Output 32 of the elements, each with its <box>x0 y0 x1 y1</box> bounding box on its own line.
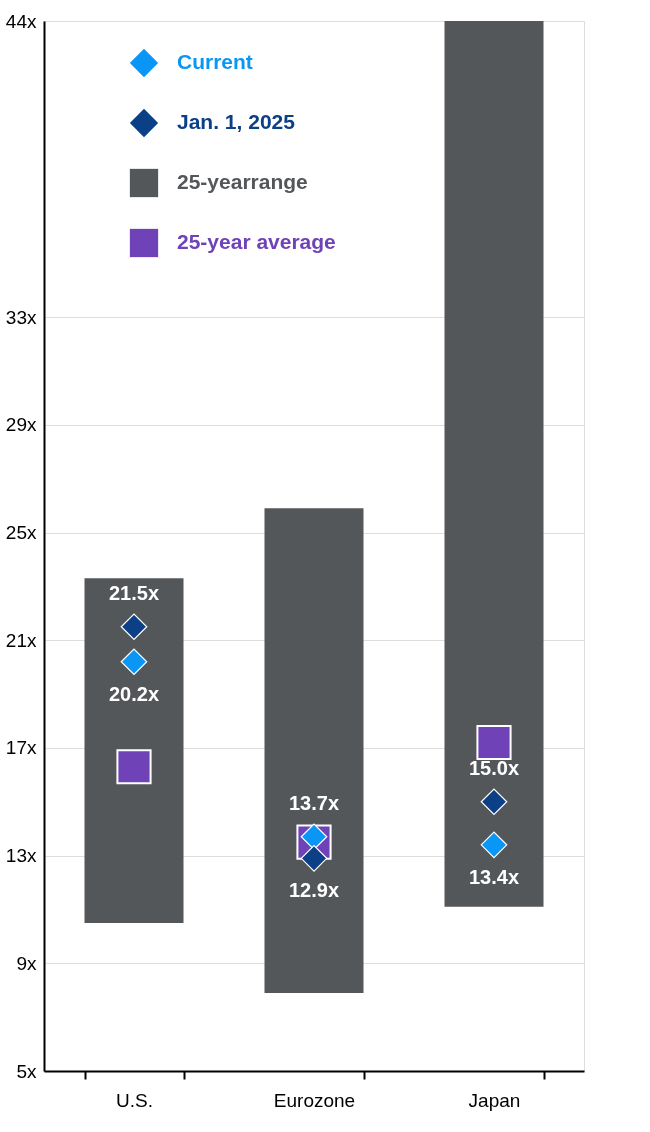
y-tick-label: 5x <box>16 1060 37 1082</box>
x-tick-label: U.S. <box>116 1089 153 1111</box>
y-tick-label: 25x <box>5 522 37 544</box>
point <box>480 831 508 859</box>
bar <box>84 578 184 923</box>
legend-label: 25-year average <box>177 230 336 253</box>
point <box>120 648 148 676</box>
x-tick-label: Japan <box>468 1089 521 1111</box>
y-tick-label: 9x <box>16 952 37 974</box>
y-tick-label: 44x <box>5 10 37 32</box>
x-tick-label: Eurozone <box>273 1089 356 1111</box>
point <box>300 844 328 872</box>
bar <box>444 21 544 907</box>
y-tick-label: 33x <box>5 306 37 328</box>
legend-label: 25-yearrange <box>177 170 308 193</box>
y-tick-label: 29x <box>5 414 37 436</box>
point <box>116 749 152 785</box>
bar <box>264 508 364 993</box>
data-label: 12.9x <box>288 879 340 902</box>
point <box>476 724 512 761</box>
legend-label: Current <box>177 50 253 73</box>
legend-label: Jan. 1, 2025 <box>177 110 296 133</box>
data-label: 20.2x <box>108 682 160 705</box>
y-tick-label: 21x <box>5 629 37 651</box>
data-label: 21.5x <box>108 581 160 604</box>
y-tick-label: 17x <box>5 737 37 759</box>
y-tick-label: 13x <box>5 845 37 867</box>
data-label: 15.0x <box>468 756 520 779</box>
point <box>120 613 148 641</box>
data-label: 13.7x <box>288 791 340 814</box>
data-label: 13.4x <box>468 865 520 888</box>
point <box>480 788 508 816</box>
